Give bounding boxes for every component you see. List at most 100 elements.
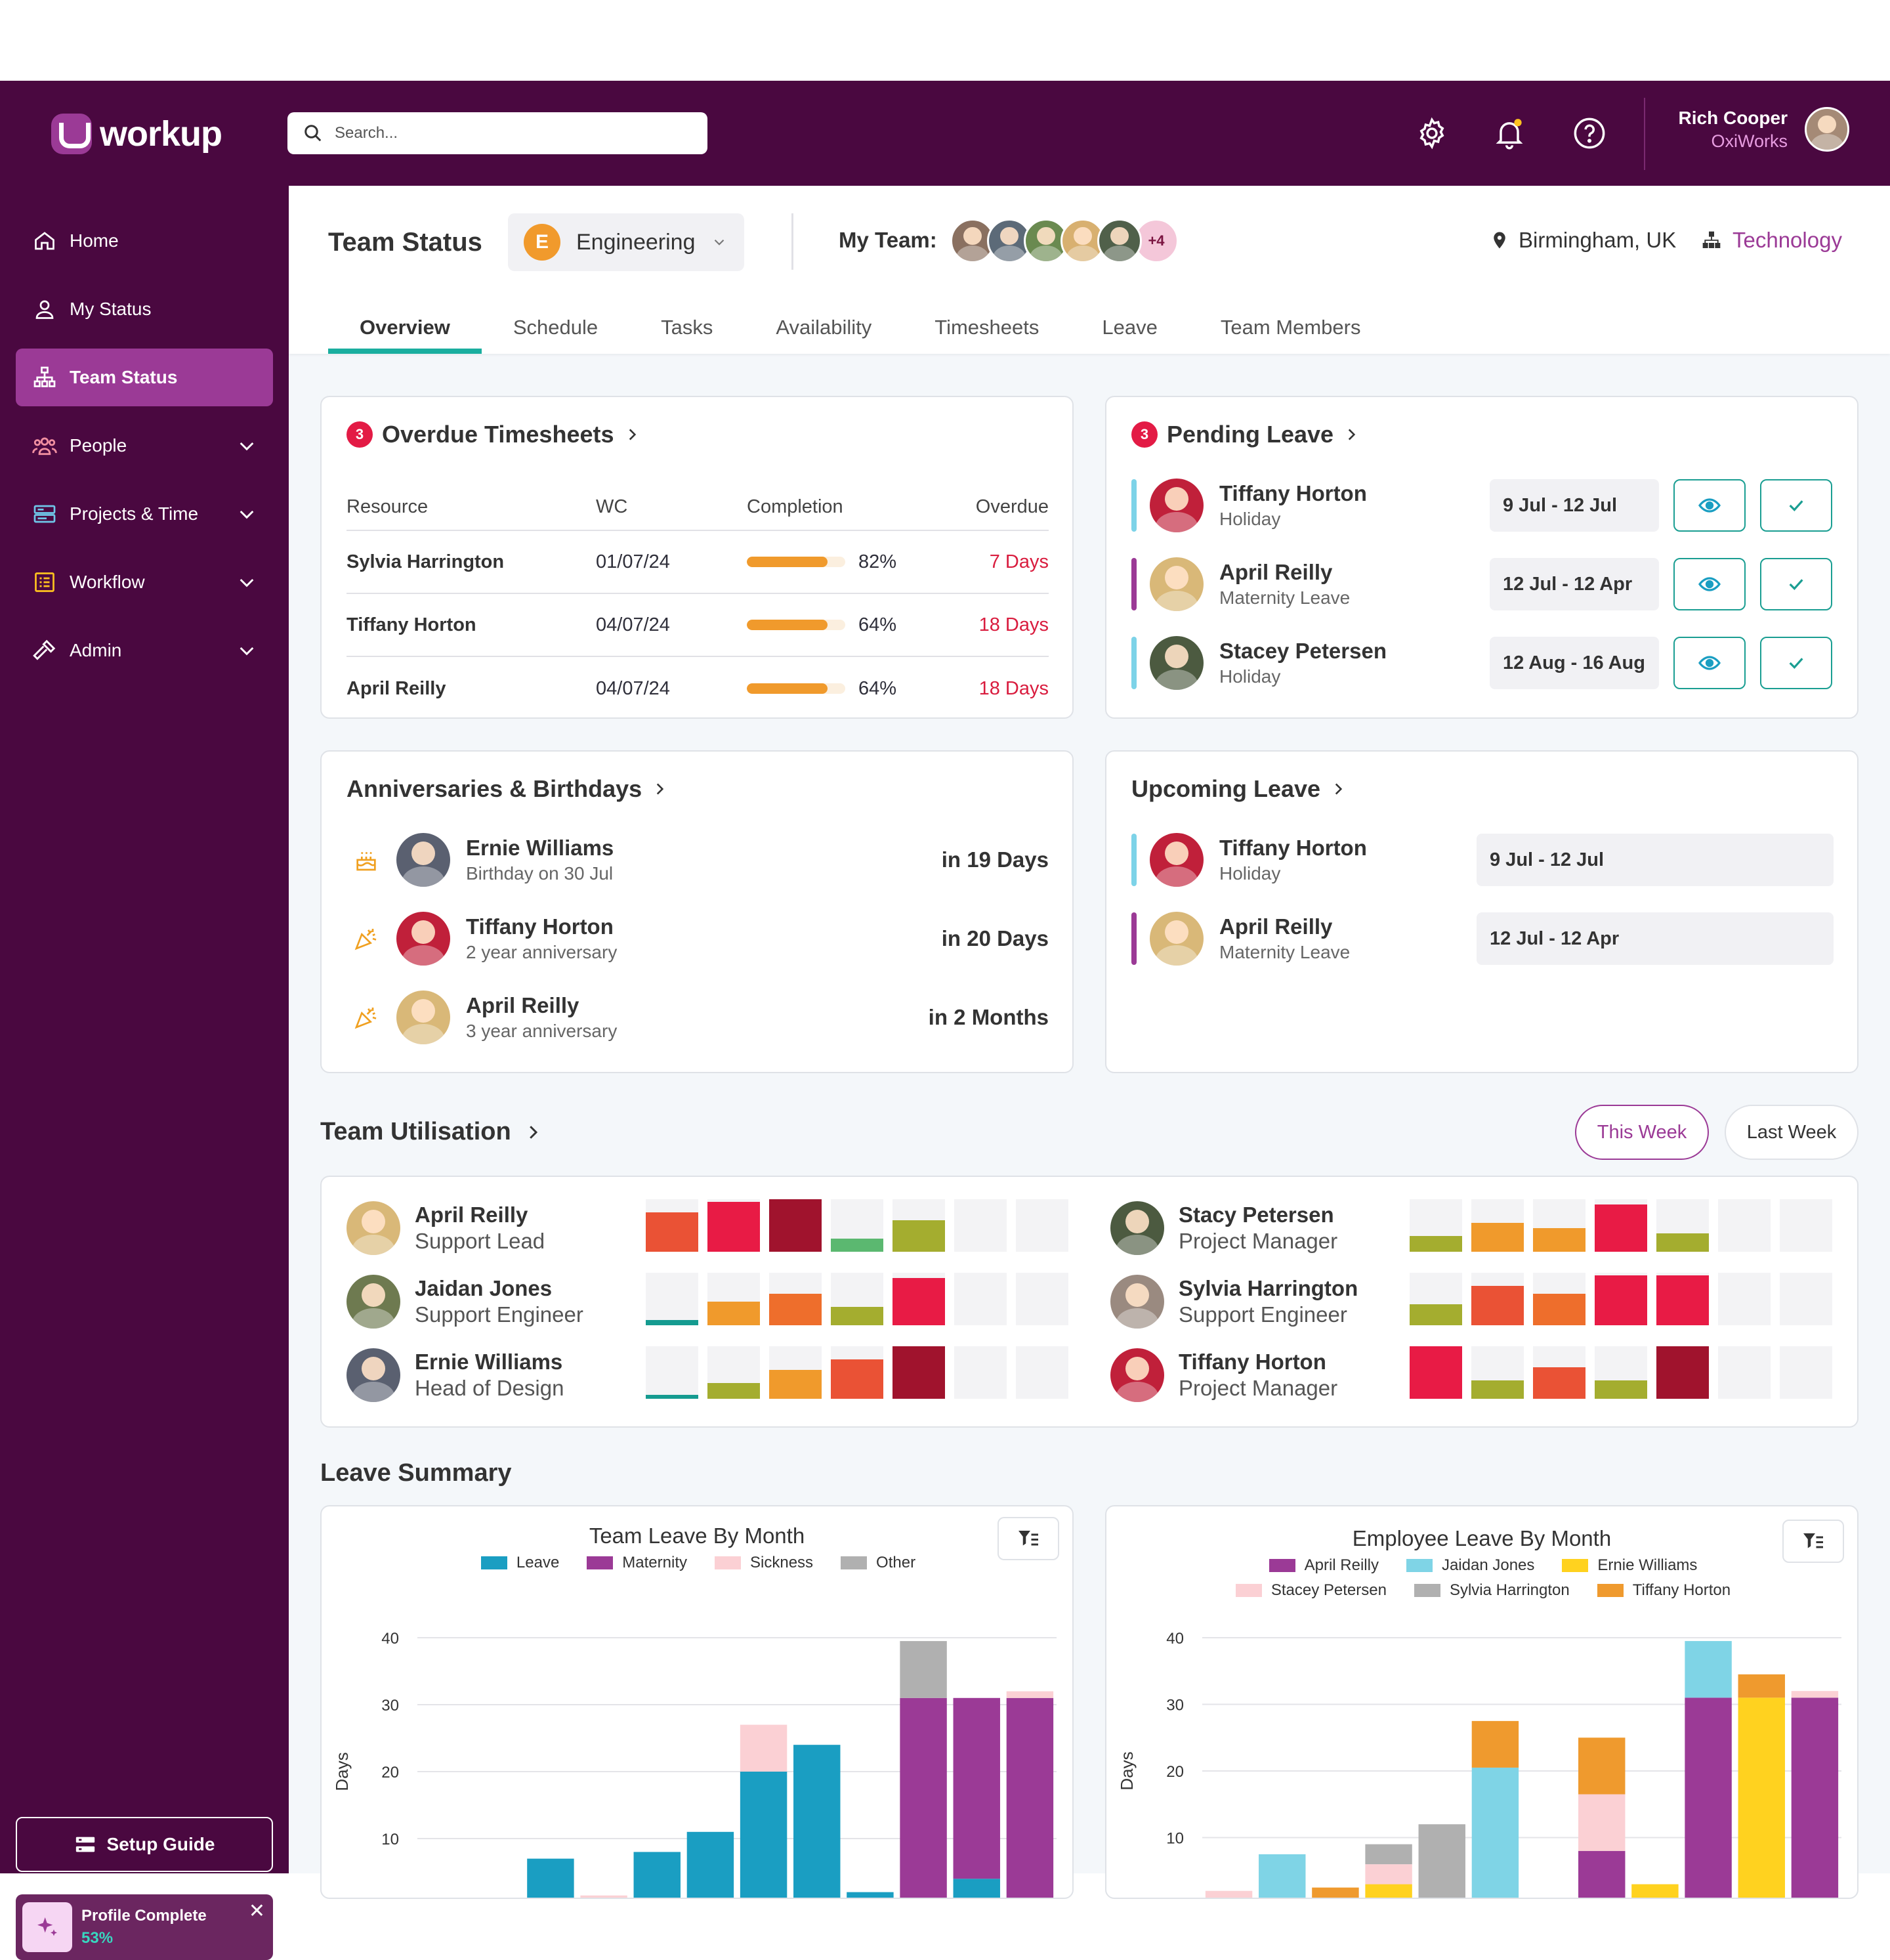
settings-icon[interactable] <box>1412 114 1452 153</box>
bar-segment[interactable] <box>1578 1737 1625 1794</box>
utilisation-day-cell[interactable] <box>1718 1199 1771 1252</box>
bar-segment[interactable] <box>527 1859 574 1899</box>
chevron-down-icon[interactable] <box>236 503 257 529</box>
utilisation-day-cell[interactable] <box>1471 1199 1524 1252</box>
utilisation-day-cell[interactable] <box>954 1199 1007 1252</box>
utilisation-day-cell[interactable] <box>1656 1273 1709 1325</box>
utilisation-day-cell[interactable] <box>646 1273 698 1325</box>
utilisation-day-cell[interactable] <box>1533 1273 1586 1325</box>
bar-segment[interactable] <box>1578 1851 1625 1899</box>
table-row[interactable]: Sylvia Harrington 01/07/24 82% 7 Days <box>346 531 1049 594</box>
utilisation-day-cell[interactable] <box>954 1346 1007 1399</box>
bar-segment[interactable] <box>1365 1864 1412 1884</box>
bar-segment[interactable] <box>847 1892 893 1899</box>
utilisation-day-cell[interactable] <box>1595 1346 1647 1399</box>
tab-tasks[interactable]: Tasks <box>629 304 744 354</box>
close-icon[interactable]: ✕ <box>249 1900 265 1923</box>
tab-overview[interactable]: Overview <box>328 304 482 354</box>
bar-segment[interactable] <box>793 1745 840 1899</box>
search-input[interactable] <box>335 124 676 142</box>
approve-button[interactable] <box>1760 558 1832 610</box>
utilisation-day-cell[interactable] <box>1780 1199 1832 1252</box>
table-row[interactable]: April Reilly 04/07/24 64% 18 Days <box>346 657 1049 720</box>
bar-segment[interactable] <box>954 1879 1000 1899</box>
bar-segment[interactable] <box>634 1852 681 1899</box>
setup-guide-button[interactable]: Setup Guide <box>16 1817 273 1872</box>
utilisation-day-cell[interactable] <box>707 1273 760 1325</box>
utilisation-day-cell[interactable] <box>892 1273 945 1325</box>
utilisation-day-cell[interactable] <box>1410 1346 1462 1399</box>
utilisation-day-cell[interactable] <box>707 1346 760 1399</box>
nav-home[interactable]: Home <box>16 212 273 270</box>
overdue-timesheets-title[interactable]: 3 Overdue Timesheets <box>346 421 640 448</box>
bar-segment[interactable] <box>1206 1891 1252 1899</box>
utilisation-day-cell[interactable] <box>1410 1199 1462 1252</box>
utilisation-day-cell[interactable] <box>1780 1273 1832 1325</box>
utilisation-day-cell[interactable] <box>769 1199 822 1252</box>
approve-button[interactable] <box>1760 637 1832 689</box>
bar-segment[interactable] <box>1578 1795 1625 1851</box>
bar-segment[interactable] <box>954 1698 1000 1879</box>
avatar[interactable] <box>1097 219 1142 263</box>
utilisation-day-cell[interactable] <box>1718 1346 1771 1399</box>
tab-timesheets[interactable]: Timesheets <box>903 304 1070 354</box>
bar-segment[interactable] <box>1685 1697 1731 1899</box>
bar-segment[interactable] <box>1792 1691 1838 1697</box>
utilisation-day-cell[interactable] <box>831 1346 883 1399</box>
utilisation-day-cell[interactable] <box>1533 1346 1586 1399</box>
help-icon[interactable] <box>1570 114 1609 153</box>
utilisation-day-cell[interactable] <box>1718 1273 1771 1325</box>
view-button[interactable] <box>1673 637 1746 689</box>
pending-leave-title[interactable]: 3 Pending Leave <box>1131 421 1360 448</box>
user-avatar[interactable] <box>1805 107 1849 152</box>
utilisation-day-cell[interactable] <box>646 1346 698 1399</box>
nav-projects-time[interactable]: Projects & Time <box>16 485 273 543</box>
table-row[interactable]: Tiffany Horton 04/07/24 64% 18 Days <box>346 594 1049 657</box>
bar-segment[interactable] <box>580 1896 627 1899</box>
department-select[interactable]: E Engineering <box>508 213 744 271</box>
utilisation-day-cell[interactable] <box>1016 1273 1068 1325</box>
bar-segment[interactable] <box>900 1698 946 1899</box>
nav-my-status[interactable]: My Status <box>16 280 273 338</box>
upcoming-leave-title[interactable]: Upcoming Leave <box>1131 775 1347 803</box>
team-utilisation-title[interactable]: Team Utilisation <box>320 1118 543 1146</box>
utilisation-day-cell[interactable] <box>892 1199 945 1252</box>
nav-team-status[interactable]: Team Status <box>16 349 273 406</box>
workup-logo[interactable]: workup <box>51 114 222 154</box>
this-week-toggle[interactable]: This Week <box>1575 1105 1709 1160</box>
tab-schedule[interactable]: Schedule <box>482 304 629 354</box>
chevron-down-icon[interactable] <box>236 640 257 666</box>
bar-segment[interactable] <box>900 1641 946 1698</box>
bar-segment[interactable] <box>1792 1697 1838 1899</box>
tab-leave[interactable]: Leave <box>1070 304 1188 354</box>
utilisation-day-cell[interactable] <box>831 1199 883 1252</box>
utilisation-day-cell[interactable] <box>1595 1273 1647 1325</box>
view-button[interactable] <box>1673 558 1746 610</box>
utilisation-day-cell[interactable] <box>646 1199 698 1252</box>
user-menu[interactable]: Rich Cooper OxiWorks <box>1679 107 1849 152</box>
search-bar[interactable] <box>287 112 707 154</box>
utilisation-day-cell[interactable] <box>1471 1273 1524 1325</box>
bar-segment[interactable] <box>1472 1768 1519 1899</box>
utilisation-day-cell[interactable] <box>1410 1273 1462 1325</box>
utilisation-day-cell[interactable] <box>1016 1199 1068 1252</box>
bar-segment[interactable] <box>1007 1692 1053 1698</box>
utilisation-day-cell[interactable] <box>1471 1346 1524 1399</box>
tab-team-members[interactable]: Team Members <box>1189 304 1393 354</box>
utilisation-day-cell[interactable] <box>1016 1346 1068 1399</box>
bar-segment[interactable] <box>1685 1641 1731 1697</box>
profile-complete-card[interactable]: Profile Complete 53% ✕ <box>16 1894 273 1960</box>
bar-segment[interactable] <box>1365 1844 1412 1864</box>
utilisation-day-cell[interactable] <box>769 1273 822 1325</box>
utilisation-day-cell[interactable] <box>769 1346 822 1399</box>
utilisation-day-cell[interactable] <box>831 1273 883 1325</box>
bar-segment[interactable] <box>1631 1885 1678 1899</box>
chevron-down-icon[interactable] <box>236 435 257 461</box>
team-avatar-stack[interactable]: +4 <box>950 219 1179 263</box>
